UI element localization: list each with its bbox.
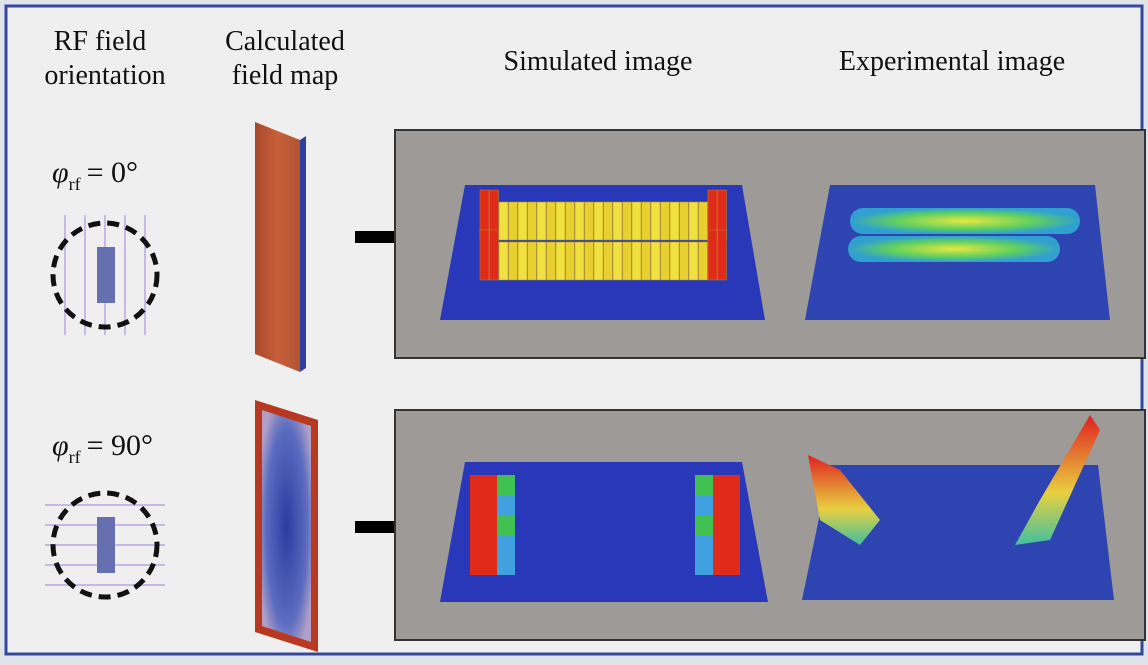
sim-bars <box>470 189 740 575</box>
sim-bar <box>622 241 632 281</box>
sim-bar <box>688 241 699 281</box>
sim-bar <box>612 241 623 281</box>
sim-bar <box>660 201 670 241</box>
sim-bar <box>517 241 528 281</box>
sim-bar <box>679 201 689 241</box>
sim-bar <box>536 241 547 281</box>
subscript: rf <box>69 174 81 194</box>
sim-bar <box>698 241 708 281</box>
exp-peak <box>808 455 880 545</box>
header: RF field <box>54 26 147 57</box>
sim-bar <box>574 201 585 241</box>
sim-bar <box>722 535 731 575</box>
subscript: rf <box>69 447 81 467</box>
sim-bar <box>631 241 642 281</box>
sim-bar <box>536 201 547 241</box>
sim-bar <box>603 201 613 241</box>
sim-bar <box>546 241 556 281</box>
sim-bar <box>489 229 499 281</box>
sim-bar <box>650 241 661 281</box>
sim-bar <box>695 535 704 575</box>
symbol: φ <box>52 429 69 462</box>
header: field map <box>232 60 339 91</box>
value: = 90° <box>87 429 153 462</box>
sim-bar <box>717 229 727 281</box>
sim-bar <box>508 241 518 281</box>
sim-bar <box>574 241 585 281</box>
field-icons <box>45 215 165 600</box>
sim-bar <box>498 241 509 281</box>
sim-bar <box>669 201 680 241</box>
header: Simulated image <box>504 46 693 77</box>
sample <box>97 517 115 573</box>
value: = 0° <box>87 156 138 189</box>
sim-bar <box>698 201 708 241</box>
sim-bar <box>622 201 632 241</box>
sim-bar <box>641 201 651 241</box>
sim-bar <box>555 201 566 241</box>
sim-bar <box>631 201 642 241</box>
sample <box>97 247 115 303</box>
sim-bar <box>660 241 670 281</box>
sim-bar <box>517 201 528 241</box>
sim-bar <box>565 241 575 281</box>
sim-bar <box>603 241 613 281</box>
sim-bar <box>593 241 604 281</box>
sim-bar <box>555 241 566 281</box>
field-slab <box>255 122 300 372</box>
dashed-circle <box>50 220 160 330</box>
sim-plane <box>440 462 768 602</box>
exp-peak <box>850 208 1080 234</box>
sim-bar <box>527 201 537 241</box>
sim-bar <box>704 535 713 575</box>
row-label: φrf = 90° <box>52 429 153 467</box>
sim-bar <box>479 229 490 281</box>
dashed-circle <box>50 490 160 600</box>
exp-plane <box>802 465 1114 600</box>
sim-bar <box>650 201 661 241</box>
exp-peak <box>848 236 1060 262</box>
sim-bar <box>707 229 718 281</box>
exp-peak <box>1015 415 1100 545</box>
header: orientation <box>44 60 165 91</box>
sim-bar <box>498 201 509 241</box>
sim-bar <box>565 201 575 241</box>
sim-bar <box>713 535 722 575</box>
sim-bar <box>508 201 518 241</box>
header: Calculated <box>225 26 345 57</box>
sim-bar <box>679 241 689 281</box>
sim-bar <box>669 241 680 281</box>
sim-bar <box>470 535 479 575</box>
sim-bar <box>584 241 594 281</box>
sim-bar <box>612 201 623 241</box>
sim-bar <box>488 535 497 575</box>
field-slab-inner <box>262 410 311 642</box>
sim-bar <box>641 241 651 281</box>
sim-bar <box>527 241 537 281</box>
sim-bar <box>506 535 515 575</box>
sim-bar <box>593 201 604 241</box>
sim-bar <box>731 535 740 575</box>
symbol: φ <box>52 156 69 189</box>
row-label: φrf = 0° <box>52 156 138 194</box>
slab-edge <box>300 136 306 372</box>
sim-bar <box>688 201 699 241</box>
sim-bar <box>497 535 506 575</box>
sim-bar <box>546 201 556 241</box>
sim-bar <box>584 201 594 241</box>
sim-bar <box>479 535 488 575</box>
header: Experimental image <box>839 46 1065 77</box>
